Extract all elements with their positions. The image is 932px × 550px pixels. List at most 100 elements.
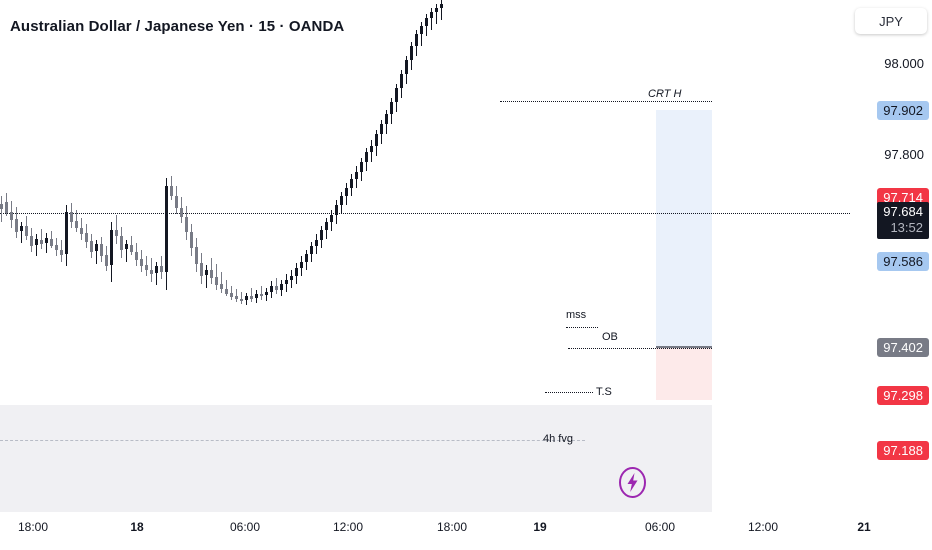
currency-button[interactable]: JPY xyxy=(855,8,927,34)
time-tick: 18:00 xyxy=(436,520,468,534)
candle-body xyxy=(330,215,333,222)
stop-loss-zone xyxy=(656,348,712,400)
candle xyxy=(350,0,353,512)
mss-label: mss xyxy=(566,309,587,321)
candle xyxy=(370,0,373,512)
candle-wick xyxy=(261,286,262,300)
candle-body xyxy=(390,102,393,114)
candle-body xyxy=(0,204,3,209)
candle-body xyxy=(305,254,308,262)
candle xyxy=(75,0,78,512)
candle xyxy=(280,0,283,512)
candle-body xyxy=(290,276,293,280)
price-tick: 98.000 xyxy=(884,56,924,71)
candle xyxy=(70,0,73,512)
candle-body xyxy=(315,240,318,246)
candle-body xyxy=(30,236,33,246)
candle-body xyxy=(280,284,283,290)
candle-body xyxy=(265,292,268,295)
candle-body xyxy=(150,270,153,274)
candle-body xyxy=(175,196,178,208)
ts-line xyxy=(545,392,593,393)
price-axis[interactable]: 98.000 97.800 97.902 97.714 97.586 97.402 97.2… xyxy=(850,0,932,512)
candle-body xyxy=(375,134,378,146)
candle-body xyxy=(325,222,328,230)
candle-body xyxy=(145,265,148,270)
low-price-badge[interactable]: 97.586 xyxy=(877,252,929,271)
candle-body xyxy=(135,252,138,260)
candle-body xyxy=(75,221,78,228)
candle xyxy=(285,0,288,512)
candle xyxy=(200,0,203,512)
candle xyxy=(260,0,263,512)
candle-body xyxy=(210,270,213,278)
candle-body xyxy=(220,284,223,289)
candle-body xyxy=(140,259,143,266)
candle-body xyxy=(165,186,168,272)
candle xyxy=(420,0,423,512)
entry-price-badge[interactable]: 97.402 xyxy=(877,338,929,357)
candle xyxy=(190,0,193,512)
candle-wick xyxy=(226,280,227,296)
tp-price-badge[interactable]: 97.902 xyxy=(877,101,929,120)
candle xyxy=(250,0,253,512)
candle-body xyxy=(235,296,238,299)
time-tick: 18:00 xyxy=(17,520,49,534)
candle-body xyxy=(35,239,38,245)
candle xyxy=(255,0,258,512)
candle-body xyxy=(310,246,313,254)
candle xyxy=(10,0,13,512)
candle-body xyxy=(425,18,428,26)
entry-line[interactable] xyxy=(656,346,712,348)
take-profit-zone xyxy=(656,110,712,348)
candle xyxy=(90,0,93,512)
candle-body xyxy=(380,124,383,134)
candle-body xyxy=(245,296,248,300)
candle-wick xyxy=(116,215,117,244)
candle-body xyxy=(205,270,208,275)
candle-body xyxy=(55,245,58,250)
stop-far-price-badge[interactable]: 97.188 xyxy=(877,441,929,460)
candle xyxy=(245,0,248,512)
time-tick: 06:00 xyxy=(229,520,261,534)
candle-wick xyxy=(206,265,207,288)
candle-body xyxy=(110,230,113,265)
candle xyxy=(25,0,28,512)
time-tick: 12:00 xyxy=(747,520,779,534)
time-tick: 18 xyxy=(130,520,144,534)
candle-body xyxy=(160,266,163,272)
candle xyxy=(135,0,138,512)
candle-body xyxy=(350,179,353,188)
candle xyxy=(130,0,133,512)
candle xyxy=(265,0,268,512)
candle-wick xyxy=(241,292,242,304)
candle-body xyxy=(285,280,288,284)
candle xyxy=(65,0,68,512)
candle-wick xyxy=(36,234,37,256)
candle-body xyxy=(200,263,203,276)
candle xyxy=(145,0,148,512)
candle xyxy=(395,0,398,512)
candle xyxy=(115,0,118,512)
candle xyxy=(320,0,323,512)
candle-body xyxy=(275,286,278,290)
time-axis[interactable]: 18:00 18 06:00 12:00 18:00 19 06:00 12:00 21 xyxy=(0,512,932,550)
time-tick: 21 xyxy=(857,520,871,534)
candle-wick xyxy=(21,222,22,243)
candle xyxy=(50,0,53,512)
candle xyxy=(360,0,363,512)
stop-price-badge[interactable]: 97.298 xyxy=(877,386,929,405)
candle-body xyxy=(430,12,433,18)
candle xyxy=(230,0,233,512)
candle-body xyxy=(440,4,443,8)
candle-wick xyxy=(221,272,222,293)
candle-body xyxy=(50,239,53,246)
fvg-midline xyxy=(0,440,585,441)
candle xyxy=(55,0,58,512)
chart-plot-area[interactable]: CRT H mss OB T.S 4h fvg xyxy=(0,0,850,512)
lightning-alert-icon[interactable] xyxy=(618,466,647,499)
candle xyxy=(45,0,48,512)
fvg-zone xyxy=(0,405,712,512)
candle-body xyxy=(255,294,258,298)
